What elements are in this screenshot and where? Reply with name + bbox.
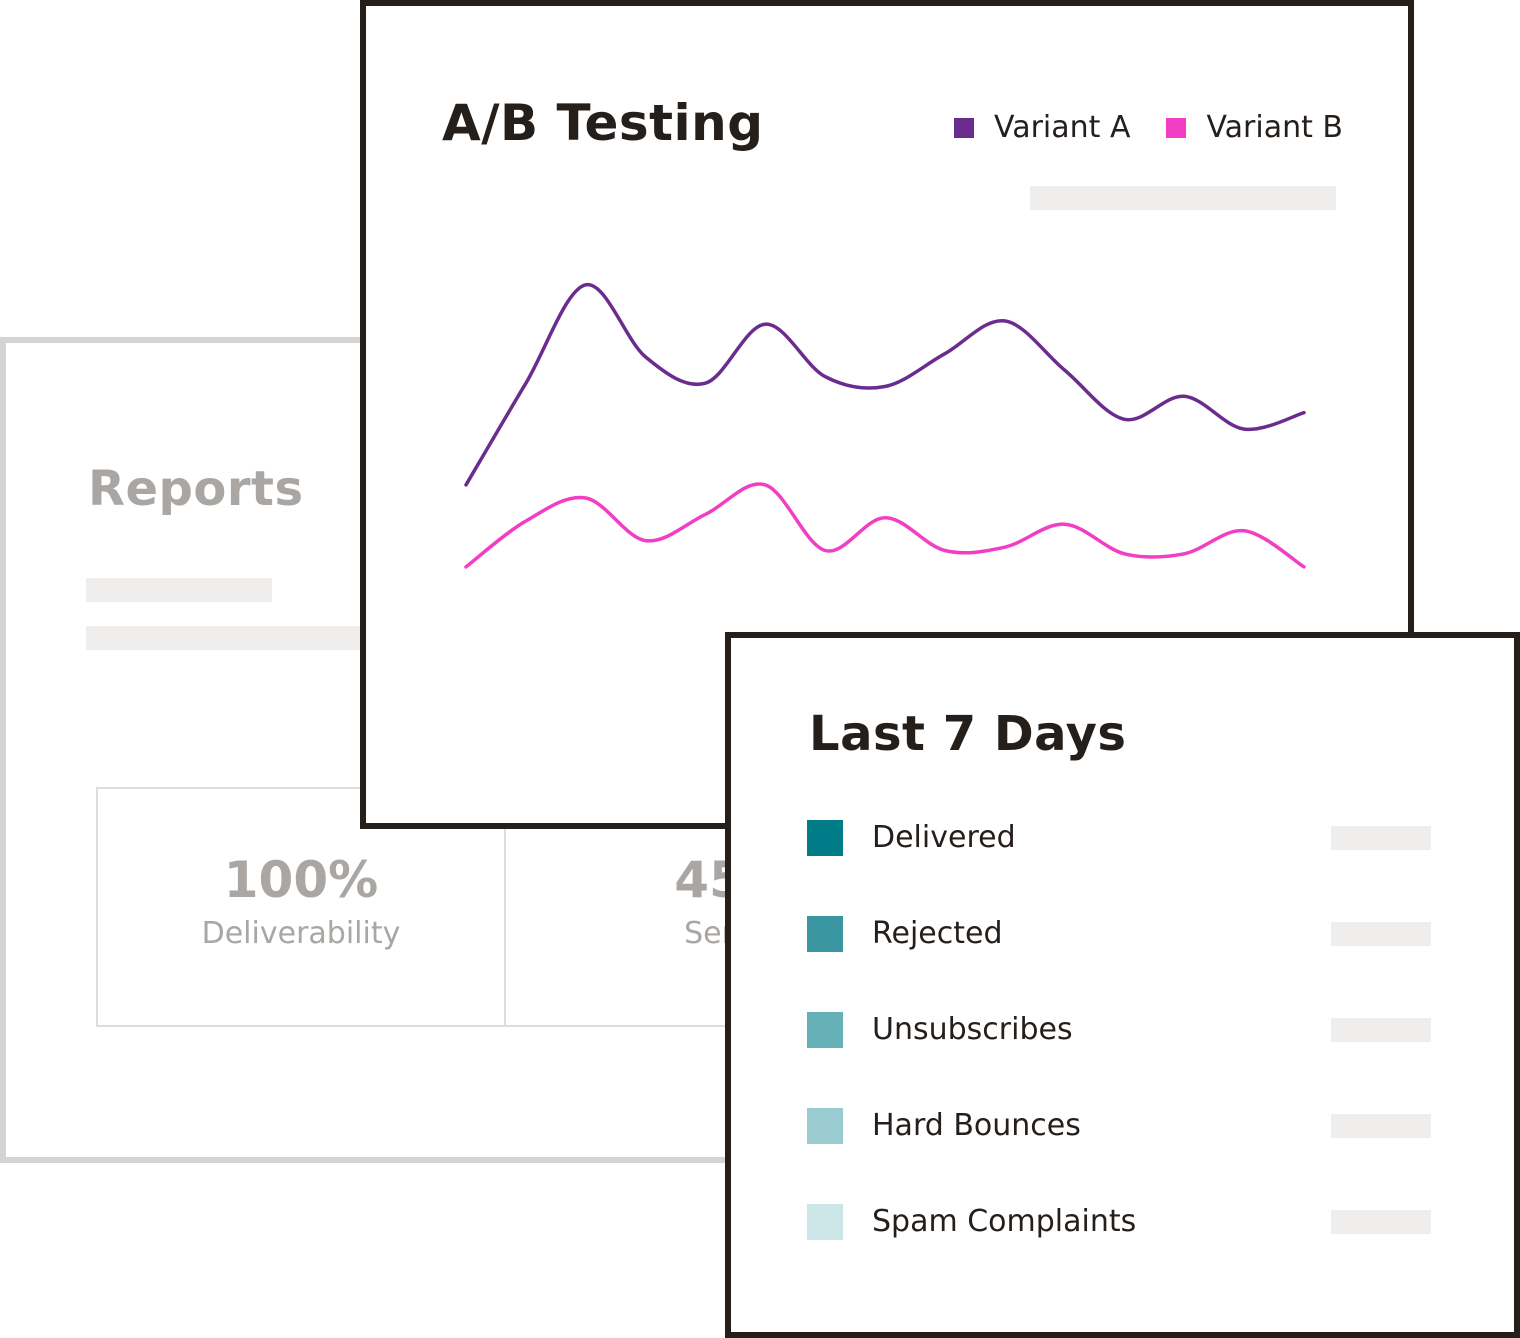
status-swatch bbox=[807, 1108, 843, 1144]
series-line-variant-a bbox=[464, 283, 1306, 487]
placeholder-bar bbox=[86, 626, 386, 650]
ab-testing-title: A/B Testing bbox=[442, 94, 764, 152]
status-label: Spam Complaints bbox=[872, 1204, 1137, 1239]
placeholder-bar bbox=[1331, 1018, 1431, 1042]
status-label: Hard Bounces bbox=[872, 1108, 1081, 1143]
list-item-delivered: Delivered bbox=[807, 820, 1437, 916]
status-list: Delivered Rejected Unsubscribes Hard Bou… bbox=[807, 820, 1437, 1300]
legend-label: Variant B bbox=[1206, 110, 1343, 145]
legend-item-variant-b: Variant B bbox=[1166, 110, 1343, 145]
chart-legend: Variant A Variant B bbox=[954, 110, 1343, 145]
status-swatch bbox=[807, 820, 843, 856]
status-label: Rejected bbox=[872, 916, 1003, 951]
last-7-days-title: Last 7 Days bbox=[809, 706, 1127, 762]
legend-item-variant-a: Variant A bbox=[954, 110, 1130, 145]
stat-label: Deliverability bbox=[201, 916, 401, 951]
status-swatch bbox=[807, 916, 843, 952]
legend-swatch bbox=[954, 117, 974, 138]
status-swatch bbox=[807, 1012, 843, 1048]
status-swatch bbox=[807, 1204, 843, 1240]
legend-swatch bbox=[1166, 117, 1187, 138]
placeholder-bar bbox=[86, 578, 272, 602]
list-item-spam-complaints: Spam Complaints bbox=[807, 1204, 1437, 1300]
placeholder-bar bbox=[1331, 1210, 1431, 1234]
placeholder-bar bbox=[1331, 922, 1431, 946]
placeholder-bar bbox=[1331, 1114, 1431, 1138]
status-label: Delivered bbox=[872, 820, 1016, 855]
last-7-days-card: Last 7 Days Delivered Rejected Unsubscri… bbox=[725, 632, 1520, 1338]
legend-label: Variant A bbox=[994, 110, 1131, 145]
list-item-unsubscribes: Unsubscribes bbox=[807, 1012, 1437, 1108]
reports-title: Reports bbox=[88, 461, 304, 517]
stat-value: 100% bbox=[223, 851, 379, 909]
status-label: Unsubscribes bbox=[872, 1012, 1073, 1047]
placeholder-bar bbox=[1030, 186, 1336, 210]
ab-testing-line-chart bbox=[464, 283, 1306, 569]
list-item-rejected: Rejected bbox=[807, 916, 1437, 1012]
placeholder-bar bbox=[1331, 826, 1431, 850]
series-line-variant-b bbox=[464, 482, 1306, 569]
list-item-hard-bounces: Hard Bounces bbox=[807, 1108, 1437, 1204]
stat-deliverability: 100% Deliverability bbox=[98, 789, 506, 1025]
